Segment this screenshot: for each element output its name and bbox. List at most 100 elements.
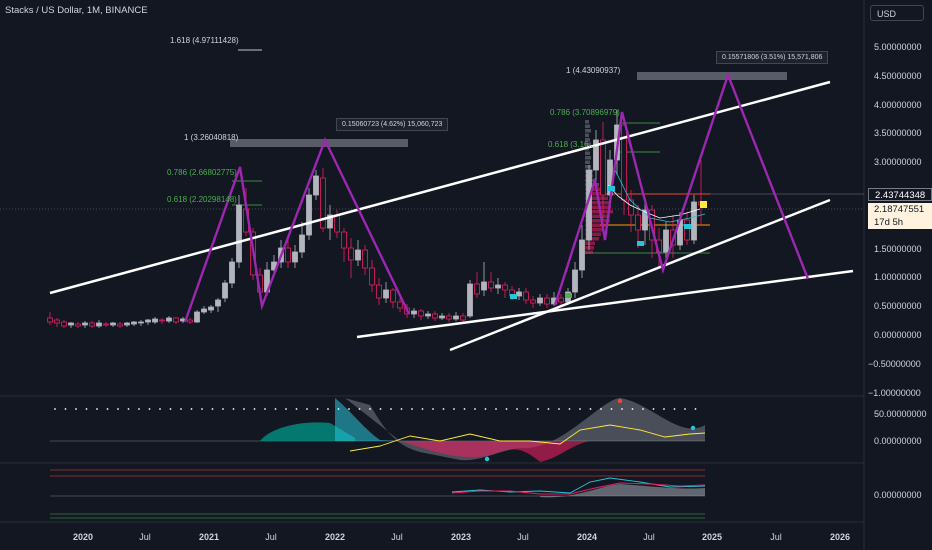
- candle-body[interactable]: [495, 284, 501, 289]
- candle-body[interactable]: [474, 283, 480, 295]
- oscillator-pane-2[interactable]: [50, 469, 706, 519]
- candle-body[interactable]: [481, 281, 487, 291]
- candles-group[interactable]: [47, 110, 704, 328]
- candle-body[interactable]: [299, 234, 305, 253]
- fib-box-2[interactable]: [637, 72, 787, 80]
- candle-body[interactable]: [446, 315, 452, 320]
- lower-trend-line[interactable]: [356, 269, 854, 339]
- candle-body[interactable]: [516, 291, 522, 297]
- candle-body[interactable]: [397, 301, 403, 309]
- candle-body[interactable]: [201, 308, 207, 313]
- candle-body[interactable]: [593, 139, 599, 171]
- candle-body[interactable]: [166, 317, 172, 322]
- projected-pattern-2024[interactable]: [553, 71, 810, 306]
- candle-body[interactable]: [691, 201, 697, 241]
- candle-body[interactable]: [131, 321, 137, 325]
- osc1-dot: [201, 408, 203, 410]
- candle-body[interactable]: [453, 315, 459, 320]
- candle-body[interactable]: [600, 139, 606, 196]
- candle-body[interactable]: [460, 315, 466, 321]
- candle-body[interactable]: [383, 289, 389, 299]
- candle-body[interactable]: [292, 251, 298, 263]
- candle-body[interactable]: [488, 281, 494, 289]
- candle-body[interactable]: [54, 319, 60, 324]
- fib-label-618-b: 0.618 (3.16...: [548, 140, 596, 149]
- candle-body[interactable]: [124, 322, 130, 326]
- candle-body[interactable]: [334, 214, 340, 233]
- candle-body[interactable]: [194, 311, 200, 323]
- candle-body[interactable]: [341, 231, 347, 249]
- candle-body[interactable]: [236, 204, 242, 263]
- candle-body[interactable]: [348, 247, 354, 261]
- candle-body[interactable]: [369, 267, 375, 286]
- candle-body[interactable]: [432, 313, 438, 319]
- candle-body[interactable]: [376, 284, 382, 299]
- candle-body[interactable]: [159, 319, 165, 322]
- candle-body[interactable]: [103, 323, 109, 326]
- volume-profile-bar: [585, 223, 608, 227]
- candle-body[interactable]: [390, 289, 396, 303]
- oscillator-pane-1[interactable]: [50, 398, 706, 462]
- candle-body[interactable]: [285, 247, 291, 263]
- double-top-pattern-2021[interactable]: [183, 136, 411, 323]
- moving-average-line[interactable]: [607, 184, 701, 219]
- candle-body[interactable]: [502, 284, 508, 291]
- upper-trend-line[interactable]: [49, 80, 831, 295]
- candle-body[interactable]: [327, 214, 333, 229]
- candle-body[interactable]: [523, 291, 529, 301]
- candle-body[interactable]: [572, 269, 578, 293]
- volume-profile-bar: [585, 210, 613, 214]
- candle-body[interactable]: [145, 319, 151, 323]
- candle-body[interactable]: [425, 313, 431, 317]
- candle-body[interactable]: [642, 209, 648, 231]
- candle-body[interactable]: [530, 299, 536, 304]
- candle-body[interactable]: [215, 299, 221, 307]
- candle-body[interactable]: [439, 315, 445, 319]
- channel-support-line[interactable]: [449, 198, 831, 352]
- candle-body[interactable]: [152, 318, 158, 323]
- candle-body[interactable]: [663, 229, 669, 253]
- candle-body[interactable]: [579, 239, 585, 271]
- current-bar-marker: [700, 201, 707, 208]
- measure-label-1[interactable]: 0.15060723 (4.62%) 15,060,723: [336, 118, 449, 131]
- candle-body[interactable]: [138, 321, 144, 324]
- candle-body[interactable]: [222, 282, 228, 299]
- candle-body[interactable]: [544, 297, 550, 305]
- currency-selector[interactable]: USD: [870, 5, 924, 21]
- candle-body[interactable]: [229, 261, 235, 284]
- osc1-dot: [589, 408, 592, 410]
- measure-label-2[interactable]: 0.15571806 (3.51%) 15,571,806: [716, 51, 829, 64]
- candle-body[interactable]: [110, 322, 116, 326]
- price-tick: 0.00000000: [874, 330, 922, 340]
- candle-body[interactable]: [82, 322, 88, 326]
- osc1-dot: [127, 408, 130, 410]
- candle-body[interactable]: [635, 214, 641, 231]
- time-tick: Jul: [517, 532, 529, 542]
- candle-body[interactable]: [173, 317, 179, 323]
- fib-box-1[interactable]: [230, 139, 408, 147]
- candle-body[interactable]: [411, 310, 417, 315]
- candle-body[interactable]: [320, 177, 326, 229]
- candle-body[interactable]: [96, 322, 102, 327]
- candle-body[interactable]: [313, 175, 319, 196]
- candle-body[interactable]: [68, 322, 74, 326]
- candle-body[interactable]: [362, 249, 368, 269]
- candle-body[interactable]: [75, 323, 81, 327]
- candle-body[interactable]: [628, 199, 634, 216]
- osc1-buy-dot-2: [690, 425, 696, 431]
- candle-body[interactable]: [61, 321, 67, 327]
- candle-body[interactable]: [684, 219, 690, 241]
- candle-body[interactable]: [306, 194, 312, 236]
- candle-body[interactable]: [117, 323, 123, 327]
- candle-body[interactable]: [187, 319, 193, 323]
- candle-body[interactable]: [47, 317, 53, 323]
- candle-body[interactable]: [467, 283, 473, 317]
- candle-body[interactable]: [355, 249, 361, 261]
- candle-body[interactable]: [208, 306, 214, 311]
- candle-body[interactable]: [537, 297, 543, 304]
- moving-average-line-2[interactable]: [614, 169, 706, 223]
- candle-body[interactable]: [418, 310, 424, 317]
- candle-body[interactable]: [558, 297, 564, 303]
- candle-body[interactable]: [89, 322, 95, 327]
